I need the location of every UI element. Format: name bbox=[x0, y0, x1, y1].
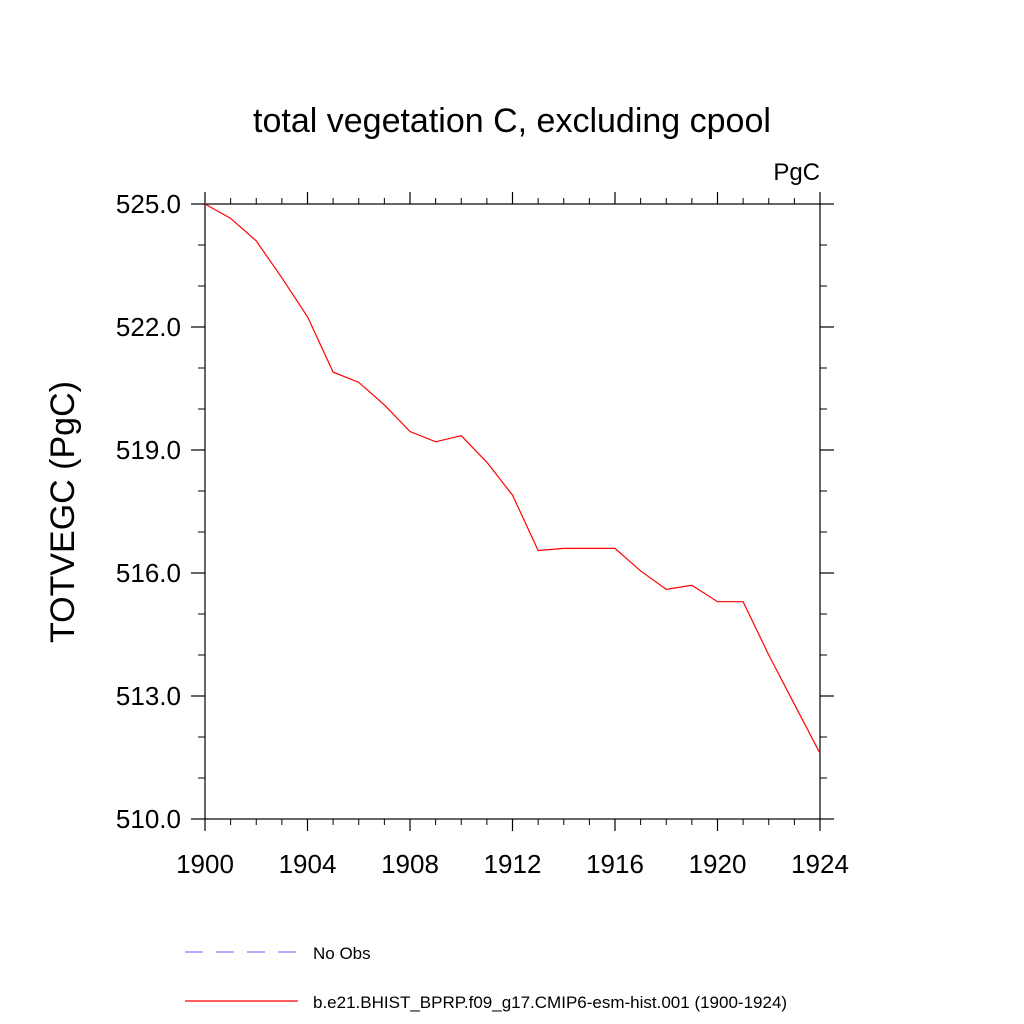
data-point bbox=[280, 276, 283, 279]
x-tick-label: 1924 bbox=[791, 849, 849, 879]
data-point bbox=[690, 584, 693, 587]
legend: No Obs b.e21.BHIST_BPRP.f09_g17.CMIP6-esm… bbox=[185, 944, 787, 1012]
data-point bbox=[383, 403, 386, 406]
data-point bbox=[357, 381, 360, 384]
data-point bbox=[511, 494, 514, 497]
data-point bbox=[306, 315, 309, 318]
data-point bbox=[639, 569, 642, 572]
data-point bbox=[460, 434, 463, 437]
chart-title: total vegetation C, excluding cpool bbox=[253, 102, 771, 140]
data-point bbox=[485, 461, 488, 464]
y-tick-label: 519.0 bbox=[116, 435, 181, 465]
y-axis-label: TOTVEGC (PgC) bbox=[44, 381, 82, 643]
data-point bbox=[767, 654, 770, 657]
series-line bbox=[204, 203, 821, 754]
x-tick-label: 1904 bbox=[279, 849, 337, 879]
legend-label: No Obs bbox=[313, 944, 371, 963]
plot-axes: 1900 1904 1908 1912 1916 1920 1924 510.0 513.0 51… bbox=[116, 189, 849, 879]
y-tick-label: 516.0 bbox=[116, 558, 181, 588]
x-tick-label: 1908 bbox=[381, 849, 439, 879]
data-point bbox=[255, 239, 258, 242]
x-tick-label: 1900 bbox=[176, 849, 234, 879]
data-point bbox=[614, 547, 617, 550]
y-tick-label: 525.0 bbox=[116, 189, 181, 219]
data-point bbox=[562, 547, 565, 550]
y-tick-label: 513.0 bbox=[116, 681, 181, 711]
data-point bbox=[537, 549, 540, 552]
units-label: PgC bbox=[773, 159, 820, 186]
data-point bbox=[332, 371, 335, 374]
x-tick-label: 1920 bbox=[689, 849, 747, 879]
plot-series bbox=[204, 203, 822, 755]
data-point bbox=[742, 600, 745, 603]
data-point bbox=[204, 203, 207, 206]
y-tick-label: 522.0 bbox=[116, 312, 181, 342]
plot-frame bbox=[204, 203, 821, 820]
data-point bbox=[434, 440, 437, 443]
data-point bbox=[665, 588, 668, 591]
data-point bbox=[793, 703, 796, 706]
data-point bbox=[409, 430, 412, 433]
data-point bbox=[819, 752, 822, 755]
data-point bbox=[229, 217, 232, 220]
legend-label: b.e21.BHIST_BPRP.f09_g17.CMIP6-esm-hist.… bbox=[313, 993, 787, 1012]
data-point bbox=[716, 600, 719, 603]
y-tick-label: 510.0 bbox=[116, 804, 181, 834]
data-point bbox=[588, 547, 591, 550]
x-tick-label: 1912 bbox=[484, 849, 542, 879]
x-tick-label: 1916 bbox=[586, 849, 644, 879]
